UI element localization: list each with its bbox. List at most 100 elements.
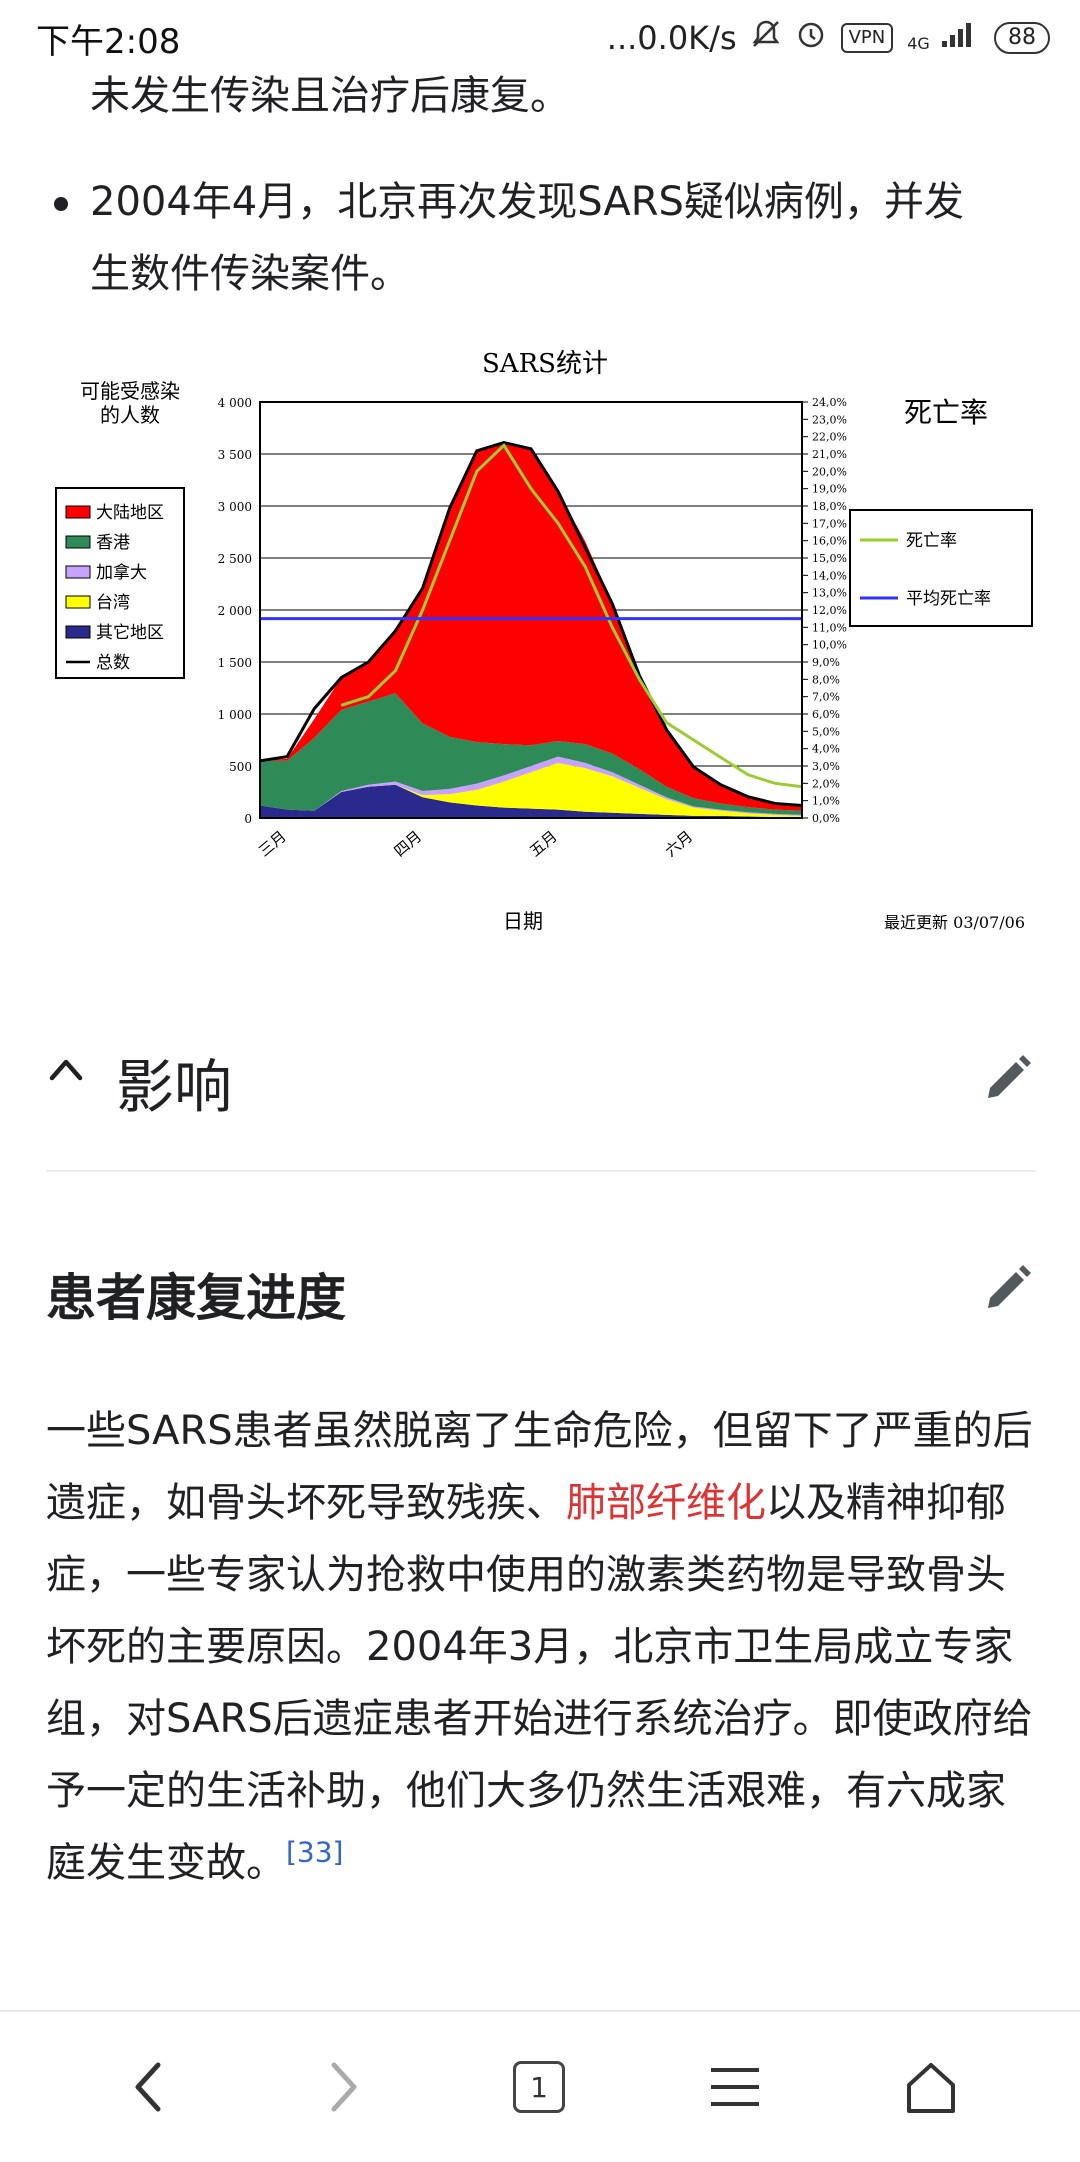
status-bar: 下午2:08 ...0.0K/s VPN 4G 88: [0, 0, 1080, 76]
link-pulmonary-fibrosis[interactable]: 肺部纤维化: [566, 1480, 766, 1526]
y-right-tick-label: 13,0%: [812, 587, 847, 600]
y-right-tick-label: 5,0%: [812, 725, 840, 738]
x-tick-label: 三月: [255, 827, 290, 860]
body-text-2: 以及精神抑郁症，一些专家认为抢救中使用的激素类药物是导致骨头坏死的主要原因。20…: [46, 1480, 1033, 1886]
sars-statistics-chart[interactable]: SARS统计 可能受感染 的人数 死亡率 日期 最近更新 03/07/06 0 5…: [50, 340, 1040, 940]
legend-label: 大陆地区: [96, 503, 164, 523]
bullet-line-1: 2004年4月，北京再次发现SARS疑似病例，并发: [90, 179, 964, 225]
edit-pencil-icon[interactable]: [980, 1050, 1036, 1106]
alarm-icon: [795, 18, 827, 58]
plot-area: 0 500 1 000 1 500 2 000 2 500 3 000 3 500 4 000 0…: [218, 396, 847, 860]
y-right-tick-label: 7,0%: [812, 691, 840, 704]
subsection-header: 患者康复进度: [46, 1250, 1036, 1340]
body-text-1: 一些SARS患者虽然脱离了生命危险，但留下了严重的后遗症，如骨头坏死导致残疾、: [46, 1408, 1033, 1526]
bullet-item: 2004年4月，北京再次发现SARS疑似病例，并发 生数件传染案件。: [90, 166, 1040, 310]
x-tick-label: 六月: [662, 827, 697, 860]
y-left-tick-label: 3 000: [218, 500, 252, 514]
net-speed: ...0.0K/s: [606, 19, 737, 57]
legend-swatch: [65, 505, 91, 519]
legend-swatch: [65, 595, 91, 609]
y-right-tick-label: 11,0%: [812, 621, 847, 634]
area-香港: [260, 693, 802, 815]
y-right-tick-label: 20,0%: [812, 465, 847, 478]
area-大陆地区: [260, 442, 802, 811]
x-axis-label: 日期: [503, 909, 543, 933]
y-left-tick-label: 3 500: [218, 448, 252, 462]
y-left-tick-label: 2 500: [218, 552, 252, 566]
y-right-tick-label: 14,0%: [812, 569, 847, 582]
vpn-badge: VPN: [840, 23, 894, 53]
section-divider: [46, 1170, 1036, 1172]
legend-label: 其它地区: [96, 623, 164, 643]
chart-title: SARS统计: [482, 349, 608, 379]
y-right-tick-label: 1,0%: [812, 795, 840, 808]
back-icon[interactable]: [104, 2042, 194, 2132]
home-icon[interactable]: [886, 2042, 976, 2132]
y-right-tick-label: 9,0%: [812, 656, 840, 669]
y-left-tick-label: 2 000: [218, 604, 252, 618]
section-title: 影响: [116, 1053, 233, 1121]
status-time: 下午2:08: [36, 22, 181, 62]
collapse-caret-icon[interactable]: [46, 1050, 86, 1094]
legend-box: [849, 509, 1033, 627]
area-加拿大: [260, 756, 802, 816]
y-right-tick-label: 22,0%: [812, 431, 847, 444]
y-right-tick-label: 6,0%: [812, 708, 840, 721]
line-total: [259, 441, 803, 808]
bullet-line-2: 生数件传染案件。: [90, 251, 410, 297]
y-left-tick-label: 4 000: [218, 396, 252, 410]
reference-link[interactable]: [33]: [286, 1835, 344, 1869]
subsection-title: 患者康复进度: [46, 1269, 346, 1327]
y-right-tick-label: 16,0%: [812, 535, 847, 548]
mute-icon: [751, 18, 781, 58]
forward-icon[interactable]: [298, 2042, 388, 2132]
body-paragraph: 一些SARS患者虽然脱离了生命危险，但留下了严重的后遗症，如骨头坏死导致残疾、肺…: [46, 1395, 1041, 1899]
tabs-button[interactable]: 1: [494, 2042, 584, 2132]
x-tick-label: 五月: [526, 827, 561, 860]
legend-label: 香港: [96, 533, 130, 553]
bottom-navigation: 1: [0, 2010, 1080, 2162]
y-left-label-2: 的人数: [100, 403, 160, 427]
y-right-tick-label: 19,0%: [812, 483, 847, 496]
tab-count: 1: [513, 2061, 565, 2113]
y-right-tick-label: 4,0%: [812, 743, 840, 756]
y-right-label: 死亡率: [904, 396, 988, 429]
y-right-tick-label: 12,0%: [812, 604, 847, 617]
y-right-tick-label: 18,0%: [812, 500, 847, 513]
bullet-dot: [54, 197, 68, 211]
y-left-tick-label: 0: [244, 812, 252, 826]
area-其它地区: [260, 784, 802, 818]
y-right-tick-label: 23,0%: [812, 413, 847, 426]
continuation-text: 未发生传染且治疗后康复。: [90, 73, 570, 119]
legend-label: 台湾: [96, 593, 130, 613]
battery-indicator: 88: [994, 22, 1050, 54]
updated-note: 最近更新 03/07/06: [884, 913, 1025, 932]
y-left-tick-label: 500: [229, 760, 252, 774]
y-right-tick-label: 24,0%: [812, 396, 847, 409]
legend-swatch: [65, 625, 91, 639]
area-台湾: [260, 762, 802, 817]
menu-icon[interactable]: [690, 2042, 780, 2132]
legend-label: 死亡率: [906, 531, 957, 551]
edit-pencil-icon[interactable]: [980, 1260, 1036, 1316]
legend-swatch: [65, 565, 91, 579]
legend-label: 平均死亡率: [906, 589, 991, 609]
y-right-tick-label: 0,0%: [812, 812, 840, 825]
legend-label: 总数: [96, 653, 130, 673]
chart-svg: SARS统计 可能受感染 的人数 死亡率 日期 最近更新 03/07/06 0 5…: [55, 349, 1033, 933]
y-right-tick-label: 3,0%: [812, 760, 840, 773]
section-header-impact[interactable]: 影响: [46, 1030, 1036, 1121]
y-left-tick-label: 1 000: [218, 708, 252, 722]
y-right-tick-label: 17,0%: [812, 517, 847, 530]
y-right-tick-label: 15,0%: [812, 552, 847, 565]
signal-icon: 4G: [907, 19, 980, 57]
legend-label: 加拿大: [96, 562, 147, 583]
status-icons: ...0.0K/s VPN 4G 88: [607, 14, 1050, 62]
y-right-tick-label: 2,0%: [812, 777, 840, 790]
legend-swatch: [65, 535, 91, 549]
legend-box: [55, 487, 185, 679]
y-left-label-1: 可能受感染: [80, 379, 180, 403]
y-right-tick-label: 21,0%: [812, 448, 847, 461]
